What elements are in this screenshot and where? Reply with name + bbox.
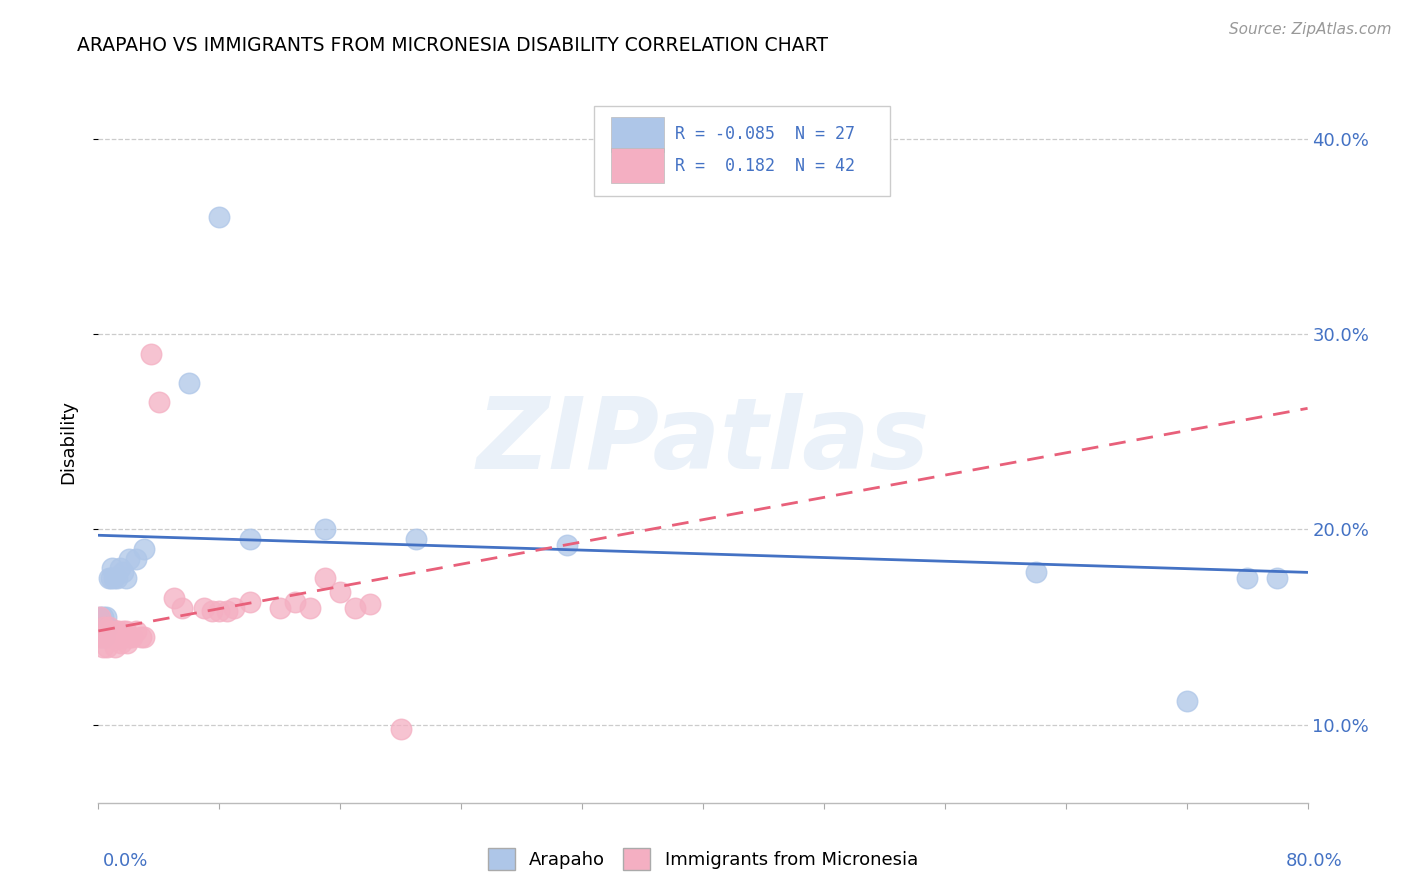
Point: [163, 591, 186, 605]
Text: 0.0%: 0.0%: [103, 852, 148, 870]
Y-axis label: Disability: Disability: [59, 400, 77, 483]
Point: [284, 595, 307, 609]
Point: [360, 597, 382, 611]
Point: [118, 630, 141, 644]
Point: [329, 585, 352, 599]
Point: [389, 722, 412, 736]
Point: [208, 604, 231, 618]
Point: [1236, 571, 1258, 585]
Point: [112, 630, 135, 644]
Point: [1267, 571, 1289, 585]
Point: [215, 604, 238, 618]
Point: [108, 630, 131, 644]
Point: [111, 566, 134, 580]
Point: [90, 630, 112, 644]
Point: [1024, 566, 1046, 580]
Point: [141, 346, 163, 360]
Text: ARAPAHO VS IMMIGRANTS FROM MICRONESIA DISABILITY CORRELATION CHART: ARAPAHO VS IMMIGRANTS FROM MICRONESIA DI…: [77, 36, 828, 54]
Point: [179, 376, 201, 390]
Point: [314, 571, 336, 585]
Point: [115, 635, 138, 649]
Point: [405, 532, 427, 546]
Point: [110, 635, 132, 649]
Point: [107, 624, 129, 638]
Text: 80.0%: 80.0%: [1286, 852, 1343, 870]
FancyBboxPatch shape: [612, 117, 664, 152]
Point: [148, 395, 170, 409]
Text: ZIPatlas: ZIPatlas: [477, 393, 929, 490]
Point: [93, 630, 115, 644]
Point: [239, 595, 262, 609]
Point: [208, 210, 231, 224]
Point: [94, 630, 117, 644]
Point: [344, 600, 367, 615]
Point: [105, 571, 128, 585]
FancyBboxPatch shape: [612, 148, 664, 183]
Point: [91, 610, 114, 624]
Point: [89, 610, 111, 624]
Point: [132, 541, 155, 556]
Point: [111, 624, 134, 638]
Point: [114, 571, 136, 585]
Text: R =  0.182  N = 42: R = 0.182 N = 42: [675, 156, 855, 175]
Point: [170, 600, 193, 615]
Point: [239, 532, 262, 546]
Point: [121, 630, 143, 644]
Legend: Arapaho, Immigrants from Micronesia: Arapaho, Immigrants from Micronesia: [481, 840, 925, 877]
Point: [108, 561, 131, 575]
Point: [96, 640, 118, 654]
Point: [93, 620, 115, 634]
Point: [125, 624, 148, 638]
Point: [101, 630, 124, 644]
Point: [96, 620, 118, 634]
Point: [94, 610, 117, 624]
Point: [224, 600, 246, 615]
Point: [103, 571, 125, 585]
Text: Source: ZipAtlas.com: Source: ZipAtlas.com: [1229, 22, 1392, 37]
Point: [103, 630, 125, 644]
Point: [201, 604, 224, 618]
Point: [193, 600, 215, 615]
Point: [129, 630, 152, 644]
Point: [91, 640, 114, 654]
Point: [89, 610, 111, 624]
Point: [118, 551, 141, 566]
Point: [98, 620, 121, 634]
Point: [132, 630, 155, 644]
Point: [98, 571, 121, 585]
FancyBboxPatch shape: [595, 105, 890, 196]
Point: [299, 600, 322, 615]
Point: [104, 640, 127, 654]
Point: [90, 630, 112, 644]
Point: [1175, 694, 1198, 708]
Point: [314, 523, 336, 537]
Point: [555, 538, 578, 552]
Point: [114, 624, 136, 638]
Point: [125, 551, 148, 566]
Point: [100, 624, 122, 638]
Point: [101, 561, 124, 575]
Point: [100, 571, 122, 585]
Point: [269, 600, 291, 615]
Text: R = -0.085  N = 27: R = -0.085 N = 27: [675, 126, 855, 144]
Point: [105, 624, 128, 638]
